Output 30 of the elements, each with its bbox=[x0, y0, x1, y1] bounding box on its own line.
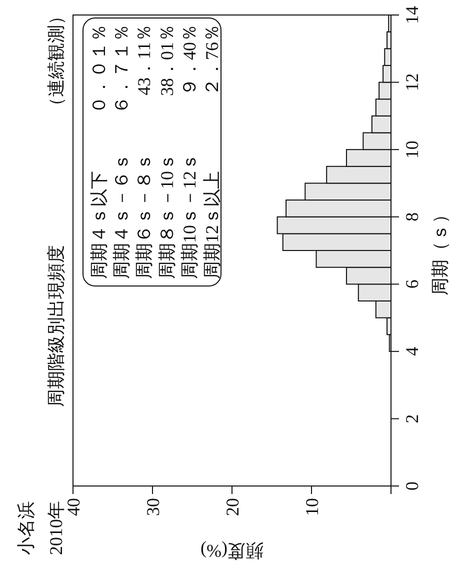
annotation: ６．７１％ bbox=[112, 24, 132, 114]
annotation: ２．76％ bbox=[202, 24, 222, 96]
annotation: ０．０１％ bbox=[89, 24, 109, 114]
y-tick-label: 14 bbox=[402, 6, 422, 24]
x-tick-label: 30 bbox=[142, 498, 163, 516]
text: 2010年 bbox=[46, 501, 66, 555]
y-tick-label: 8 bbox=[402, 212, 422, 222]
y-axis-title: 周期（ｓ） bbox=[430, 206, 450, 296]
text: （連続観測） bbox=[46, 7, 66, 115]
x-tick-label: 40 bbox=[63, 498, 84, 516]
x-tick-label: 20 bbox=[222, 498, 242, 516]
annotation: ９．40％ bbox=[179, 24, 200, 96]
y-tick-label: 12 bbox=[402, 73, 422, 92]
annotation: 周期12ｓ以上 bbox=[202, 171, 222, 279]
text: 小名浜 bbox=[16, 501, 36, 555]
annotation: 周期10ｓ－12ｓ bbox=[179, 153, 200, 279]
y-tick-label: 2 bbox=[402, 414, 422, 424]
annotation: 周期６ｓ－８ｓ bbox=[134, 153, 154, 279]
annotation: 周期８ｓ－10ｓ bbox=[156, 153, 177, 279]
y-tick-label: 6 bbox=[402, 280, 422, 289]
annotation: 38．01％ bbox=[156, 24, 177, 96]
text: 周期階級別出現頻度 bbox=[46, 245, 66, 407]
x-axis-title: 頻度(%) bbox=[200, 541, 264, 561]
y-tick-label: 4 bbox=[402, 346, 422, 356]
x-tick-label: 10 bbox=[302, 498, 322, 516]
annotation: 周期４ｓ－６ｓ bbox=[112, 153, 132, 279]
y-tick-label: 10 bbox=[402, 140, 422, 159]
annotation: 43．11％ bbox=[134, 24, 154, 96]
annotation: 周期４ｓ以下 bbox=[89, 171, 109, 279]
y-tick-label: 0 bbox=[402, 482, 422, 490]
